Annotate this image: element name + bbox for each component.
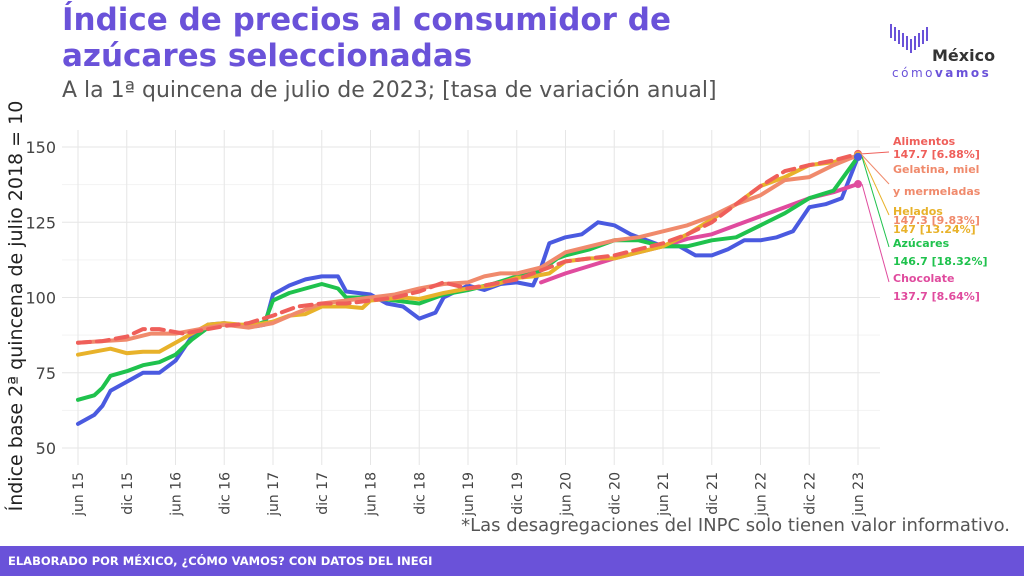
chart-subtitle: A la 1ª quincena de julio de 2023; [tasa…: [62, 78, 717, 103]
end-label-leader: [861, 154, 890, 185]
x-tick-label: dic 17: [315, 472, 331, 515]
logo-text-top: México: [932, 46, 996, 65]
x-tick-label: jun 20: [559, 472, 575, 517]
x-tick-label: dic 18: [412, 472, 428, 515]
end-label-leader: [861, 156, 890, 248]
end-label-leader: [861, 183, 890, 283]
y-tick-label: 100: [25, 289, 56, 308]
x-tick-label: dic 19: [510, 472, 526, 515]
x-tick-label: dic 16: [217, 472, 233, 515]
series-name-label: Azúcares: [893, 237, 950, 250]
line-chart: 50 75 100 125 150 jun 15 dic 15 jun 16 dic 16 jun…: [4, 100, 988, 517]
x-tick-label: jun 19: [461, 472, 477, 517]
x-tick-label: dic 20: [607, 472, 623, 515]
x-tick-label: jun 22: [754, 472, 770, 517]
x-tick-label: dic 21: [705, 472, 721, 515]
x-tick-label: jun 23: [851, 472, 867, 517]
x-tick-label: jun 15: [71, 472, 87, 517]
y-tick-label: 125: [25, 213, 56, 232]
x-tick-label: jun 16: [169, 472, 185, 517]
footer-text: ELABORADO POR MÉXICO, ¿CÓMO VAMOS? CON D…: [8, 554, 433, 568]
logo-text-como: cómo: [892, 66, 935, 80]
series-value-label: 147.3 [9.83%]: [893, 214, 980, 227]
footer-bar: ELABORADO POR MÉXICO, ¿CÓMO VAMOS? CON D…: [0, 546, 1024, 576]
x-tick-label: jun 21: [656, 472, 672, 517]
y-axis-label: Índice base 2ª quincena de julio 2018 = …: [4, 100, 27, 511]
x-tick-label: dic 22: [802, 472, 818, 515]
series-name-label: Gelatina, miel: [893, 163, 979, 176]
footnote: *Las desagregaciones del INPC solo tiene…: [461, 515, 1010, 536]
series-value-label: 137.7 [8.64%]: [893, 290, 980, 303]
series-value-label: 147 [13.24%]: [893, 223, 976, 236]
series-value-label: 147.7 [6.88%]: [893, 148, 980, 161]
series-line: [76, 151, 860, 345]
logo-text-vamos: vamos: [934, 66, 992, 80]
series-endpoint: [854, 180, 862, 189]
x-tick-label: jun 18: [364, 472, 380, 517]
end-label-leader: [861, 151, 890, 155]
x-tick-label: jun 17: [266, 472, 282, 517]
x-tick-label: dic 15: [120, 472, 136, 515]
series-value-label: 146.7 [18.32%]: [893, 255, 988, 268]
series-name-label: Helados: [893, 205, 943, 218]
series-name-label: Alimentos: [893, 135, 956, 148]
series-endpoint: [854, 152, 862, 161]
logo-bars-icon: [890, 24, 928, 53]
logo-text-bottom: cómovamos: [892, 66, 991, 80]
chart-title: Índice de precios al consumidor de azúca…: [62, 2, 671, 74]
y-tick-label: 50: [36, 439, 56, 458]
end-label-leader: [861, 155, 890, 216]
mexico-como-vamos-logo: México cómovamos: [888, 24, 1008, 84]
series-name-label: Chocolate: [893, 272, 954, 285]
y-tick-label: 150: [25, 138, 56, 157]
series-name-label: y mermeladas: [893, 185, 981, 198]
y-tick-label: 75: [36, 364, 56, 383]
